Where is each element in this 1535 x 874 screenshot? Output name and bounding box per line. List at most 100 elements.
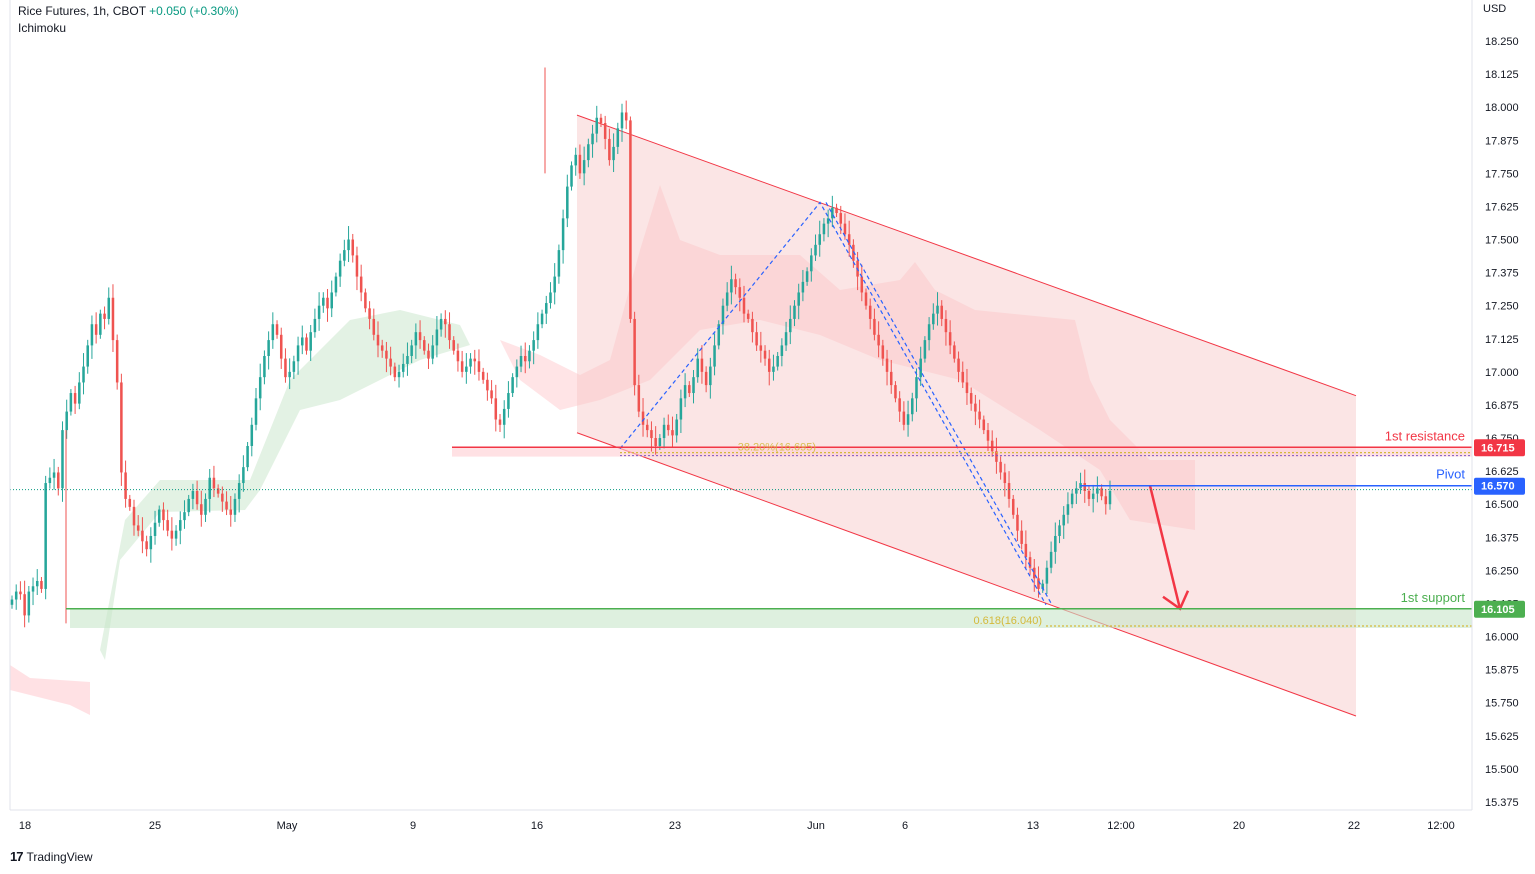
candle-body bbox=[414, 332, 418, 346]
candle-body bbox=[831, 207, 834, 219]
candle bbox=[431, 335, 434, 365]
candle bbox=[1075, 481, 1078, 504]
candle-body bbox=[919, 358, 922, 378]
candle-body bbox=[953, 345, 956, 359]
candle bbox=[961, 361, 965, 389]
candle-body bbox=[136, 525, 140, 531]
resistance-label: 1st resistance bbox=[1385, 428, 1465, 443]
candle-body bbox=[587, 144, 590, 161]
candle bbox=[528, 345, 531, 369]
candle-body bbox=[275, 324, 279, 335]
candle bbox=[27, 586, 31, 623]
y-tick-label: 15.625 bbox=[1485, 731, 1519, 743]
candle bbox=[305, 333, 308, 355]
candle-body bbox=[835, 207, 838, 214]
candle bbox=[523, 342, 527, 374]
candle bbox=[385, 341, 388, 373]
candle-body bbox=[784, 332, 788, 346]
fib-zigzag-line[interactable] bbox=[619, 201, 1047, 606]
candle-body bbox=[486, 379, 489, 391]
candle bbox=[389, 346, 392, 376]
candle-body bbox=[709, 366, 712, 386]
candle-body bbox=[818, 234, 821, 245]
candle bbox=[456, 343, 460, 372]
x-tick-label: May bbox=[277, 820, 298, 832]
candle bbox=[675, 413, 678, 443]
candle-body bbox=[170, 530, 174, 539]
candle bbox=[19, 581, 22, 600]
y-tick-label: 18.250 bbox=[1485, 36, 1519, 48]
candle-body bbox=[864, 292, 868, 306]
currency-label[interactable]: USD bbox=[1483, 3, 1507, 15]
candle-body bbox=[915, 377, 918, 399]
y-tick-label: 16.250 bbox=[1485, 565, 1519, 577]
candle bbox=[364, 288, 367, 313]
candle bbox=[73, 385, 77, 414]
candle bbox=[894, 381, 897, 403]
forecast-arrow[interactable] bbox=[1148, 485, 1182, 610]
candle bbox=[498, 413, 502, 432]
candle-body bbox=[212, 477, 216, 489]
candle bbox=[157, 505, 161, 527]
candle-body bbox=[637, 385, 641, 412]
candle-body bbox=[852, 244, 855, 261]
candle-body bbox=[789, 318, 792, 333]
pivot-price-badge[interactable]: 16.570 bbox=[1474, 477, 1525, 495]
candle-body bbox=[1020, 530, 1023, 544]
candle bbox=[338, 253, 342, 287]
resistance-zone bbox=[452, 447, 1472, 457]
resistance-price-badge[interactable]: 16.715 bbox=[1474, 439, 1525, 457]
candle-body bbox=[982, 419, 986, 431]
candle-body bbox=[149, 535, 153, 550]
candle bbox=[1024, 530, 1028, 570]
candle bbox=[418, 320, 422, 349]
plot-area[interactable] bbox=[10, 0, 1472, 810]
candle-body bbox=[679, 398, 683, 420]
candle-body bbox=[868, 305, 872, 319]
candle bbox=[1100, 484, 1103, 501]
candle-body bbox=[229, 509, 233, 515]
candle bbox=[603, 115, 607, 150]
candle bbox=[965, 368, 969, 405]
candle bbox=[490, 380, 493, 404]
candle bbox=[246, 442, 249, 472]
candle-body bbox=[326, 297, 329, 309]
candle bbox=[187, 494, 190, 517]
candle-body bbox=[902, 411, 906, 425]
candle bbox=[301, 325, 304, 355]
channel-upper-line[interactable] bbox=[576, 114, 1357, 397]
candle-body bbox=[35, 580, 39, 587]
candle bbox=[911, 392, 914, 422]
tradingview-brand[interactable]: 17 TradingView bbox=[10, 849, 93, 864]
indicator-label[interactable]: Ichimoku bbox=[18, 21, 67, 35]
cloud-bear-segment bbox=[500, 185, 1195, 530]
candle-body bbox=[1016, 514, 1019, 531]
candle-body bbox=[582, 160, 586, 174]
candle-body bbox=[624, 112, 628, 121]
candle bbox=[709, 357, 712, 399]
candle-body bbox=[14, 591, 18, 600]
candle-body bbox=[120, 382, 123, 473]
candle bbox=[250, 417, 254, 457]
descending-channel bbox=[576, 114, 1357, 717]
candle-body bbox=[73, 393, 77, 404]
candle-body bbox=[566, 186, 569, 219]
support-price-badge[interactable]: 16.105 bbox=[1474, 600, 1525, 618]
candle-body bbox=[1104, 496, 1108, 505]
channel-lower-line[interactable] bbox=[576, 432, 1357, 717]
candle-body bbox=[515, 366, 519, 378]
candle-body bbox=[1108, 490, 1112, 505]
fib-382-label: 38.20%(16.695) bbox=[738, 442, 816, 454]
candle-body bbox=[267, 340, 270, 356]
candle bbox=[557, 244, 561, 284]
candle-body bbox=[364, 292, 367, 309]
candle-body bbox=[1045, 567, 1049, 584]
candle bbox=[309, 325, 312, 362]
candle-body bbox=[570, 165, 573, 187]
candle-body bbox=[502, 408, 506, 425]
candle-body bbox=[1037, 578, 1040, 589]
candle-body bbox=[574, 154, 577, 166]
candle-body bbox=[330, 292, 333, 309]
candle bbox=[136, 515, 140, 537]
